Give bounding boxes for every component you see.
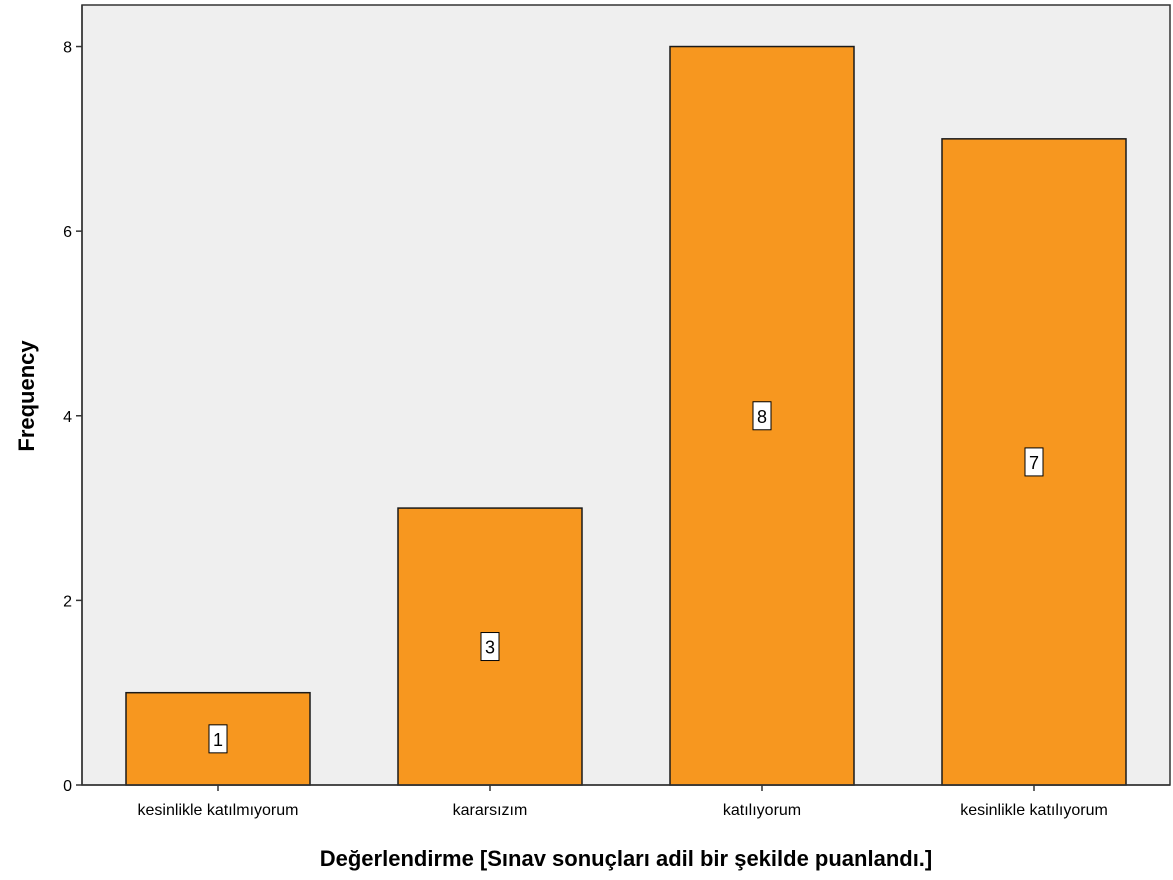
y-axis-title: Frequency — [14, 340, 39, 452]
y-tick-label: 2 — [63, 593, 72, 610]
y-tick-label: 8 — [63, 40, 72, 57]
x-axis-title: Değerlendirme [Sınav sonuçları adil bir … — [320, 846, 933, 871]
data-label-box — [1024, 447, 1044, 477]
x-tick-label: kesinlikle katılmıyorum — [138, 802, 299, 819]
data-label: 8 — [757, 407, 767, 427]
y-tick-label: 0 — [63, 778, 72, 795]
data-label-box — [480, 632, 500, 662]
x-tick-label: kesinlikle katılıyorum — [960, 802, 1108, 819]
x-axis: kesinlikle katılmıyorum kararsızım katılıy… — [82, 784, 1170, 819]
data-label-box — [752, 401, 772, 431]
data-label: 3 — [485, 638, 495, 658]
y-tick-label: 6 — [63, 224, 72, 241]
data-labels-group: 1 3 8 7 — [208, 401, 1044, 754]
x-tick-label: katılıyorum — [723, 802, 801, 819]
data-label-box — [208, 724, 228, 754]
y-tick-label: 4 — [63, 409, 72, 426]
y-axis: 0 2 4 6 8 — [63, 5, 83, 795]
data-label: 7 — [1029, 453, 1039, 473]
x-tick-label: kararsızım — [453, 802, 528, 819]
data-label: 1 — [213, 730, 223, 750]
